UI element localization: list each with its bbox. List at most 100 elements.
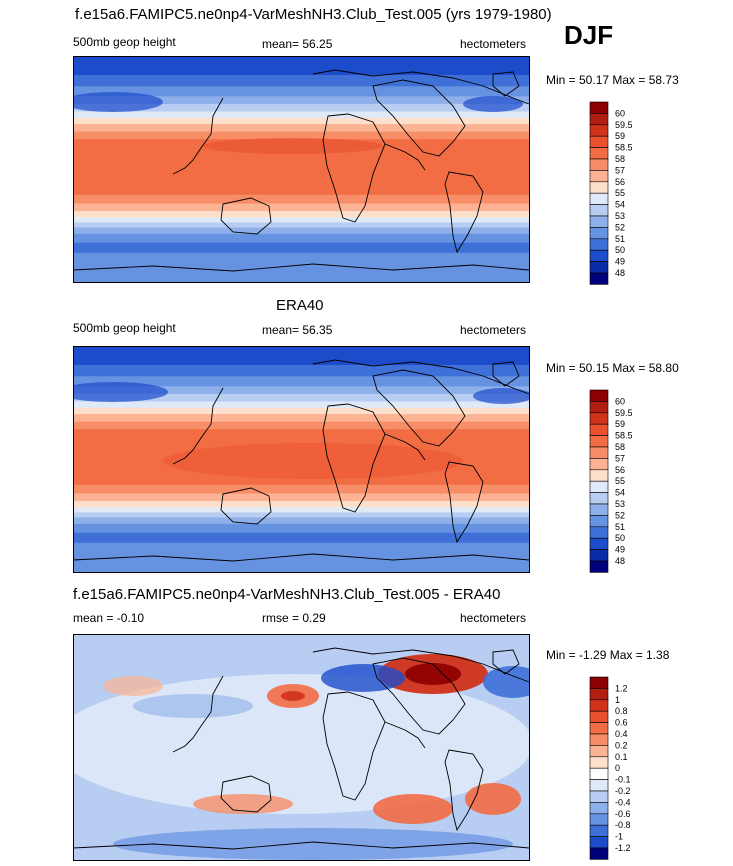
panel2-colorbar-label: 55	[615, 476, 625, 486]
panel1-colorbar-label: 49	[615, 257, 625, 267]
panel2-field-band	[73, 401, 530, 409]
panel2-colorbar-box	[589, 458, 609, 471]
panel3-coastline	[492, 649, 520, 675]
panel1-field-band	[73, 203, 530, 212]
panel2-field-band	[73, 346, 530, 366]
panel3-colorbar-label: 0	[615, 763, 620, 773]
panel3-colorbar-label: 0.4	[615, 729, 628, 739]
panel3-colorbar-label: -0.4	[615, 797, 631, 807]
panel2-colorbar-box	[589, 401, 609, 414]
panel3-field-anomaly	[133, 694, 253, 718]
panel1-colorbar-box	[589, 170, 609, 183]
panel1-field-band	[73, 222, 530, 229]
panel3-title: f.e15a6.FAMIPC5.ne0np4-VarMeshNH3.Club_T…	[73, 586, 501, 603]
panel3-map-frame	[73, 634, 530, 861]
panel3-colorbar-box	[589, 847, 609, 860]
panel1-field-band	[73, 131, 530, 140]
panel3-colorbar-box	[589, 756, 609, 769]
panel3-field-anomaly	[373, 794, 453, 824]
panel2-colorbar-label: 50	[615, 533, 625, 543]
panel3-field-anomaly	[193, 794, 293, 814]
panel2-colorbar-box	[589, 537, 609, 550]
panel3-colorbar-box	[589, 710, 609, 723]
panel1-units-label: hectometers	[460, 37, 527, 51]
panel2-colorbar-box	[589, 515, 609, 528]
panel1-colorbar-box	[589, 124, 609, 137]
panel3-colorbar-box	[589, 836, 609, 849]
panel3-coastline	[312, 647, 530, 683]
panel1-field-band	[73, 86, 530, 97]
panel2-colorbar-label: 58.5	[615, 431, 633, 441]
panel3-colorbar-box	[589, 767, 609, 780]
panel2-field-band	[73, 507, 530, 514]
panel1-coastline	[322, 113, 386, 223]
panel1-colorbar-label: 53	[615, 211, 625, 221]
panel1-colorbar-label: 56	[615, 177, 625, 187]
panel1-coastline	[73, 263, 530, 272]
panel1-colorbar-label: 48	[615, 268, 625, 278]
panel2-colorbar-box	[589, 503, 609, 516]
panel1-coastline	[444, 171, 484, 254]
panel2-colorbar-label: 51	[615, 522, 625, 532]
panel2-colorbar-label: 58	[615, 442, 625, 452]
panel2-colorbar-label: 59	[615, 419, 625, 429]
panel2-colorbar-box	[589, 560, 609, 573]
panel2-title: ERA40	[276, 297, 324, 314]
panel1-colorbar-box	[589, 147, 609, 160]
season-label: DJF	[564, 20, 614, 50]
panel1-left-label: 500mb geop height	[73, 35, 176, 49]
panel1-coastline	[172, 97, 224, 175]
panel3-field-anomaly	[113, 828, 513, 860]
panel1-field-band	[73, 194, 530, 205]
panel1-colorbar-label: 55	[615, 188, 625, 198]
panel2-field-anomaly	[163, 443, 463, 479]
panel2-colorbar-box	[589, 549, 609, 562]
panel3-colorbar-label: 0.1	[615, 752, 628, 762]
panel2-field-band	[73, 512, 530, 519]
panel1-field-band	[73, 117, 530, 125]
panel3-coastline	[172, 675, 224, 753]
panel3-colorbar-box	[589, 733, 609, 746]
panel3-colorbar-label: -0.6	[615, 809, 631, 819]
panel1-field-band	[73, 111, 530, 119]
panel3-colorbar: 1.2 10.8 0.60.40.2 0.10 -0.1-0.2-0.4 -0.6-0.8…	[589, 676, 631, 860]
panel2-colorbar-box	[589, 423, 609, 436]
panel3-colorbar-label: 0.6	[615, 718, 628, 728]
panel1-field-band	[73, 242, 530, 254]
panel2-field-band	[73, 421, 530, 430]
panel3-coastline	[444, 749, 484, 832]
panel1-coastline	[312, 69, 530, 105]
panel3-colorbar-label: -0.1	[615, 775, 631, 785]
panel2-colorbar-box	[589, 389, 609, 402]
panel3-field-anomaly	[281, 691, 305, 701]
panel2-colorbar-label: 49	[615, 545, 625, 555]
panel3-colorbar-box	[589, 802, 609, 815]
panel3-field-anomaly	[321, 664, 405, 692]
panel1-colorbar-box	[589, 204, 609, 217]
panel2-colorbar-box	[589, 412, 609, 425]
panel3-colorbar-label: 1.2	[615, 683, 628, 693]
panel3-coastline	[73, 841, 530, 850]
panel1-colorbar-box	[589, 249, 609, 262]
panel3-colorbar-label: -1.2	[615, 843, 631, 853]
panel3-colorbar-label: -0.2	[615, 786, 631, 796]
panel1-colorbar-label: 52	[615, 222, 625, 232]
panel3-colorbar-label: 1	[615, 695, 620, 705]
panel3-colorbar-label: -1	[615, 832, 623, 842]
panel2-mean-label: mean= 56.35	[262, 323, 333, 337]
panel2-coastline	[492, 361, 520, 387]
panel2-field-anomaly	[73, 382, 168, 402]
panel3-field-anomaly	[465, 783, 521, 815]
panel1-field-band	[73, 96, 530, 105]
panel1-colorbar-label: 60	[615, 108, 625, 118]
panel3-colorbar-label: 0.8	[615, 706, 628, 716]
panel3-colorbar-label: 0.2	[615, 740, 628, 750]
panel1-colorbar-label: 58	[615, 154, 625, 164]
panel2-units-label: hectometers	[460, 323, 527, 337]
figure-title: f.e15a6.FAMIPC5.ne0np4-VarMeshNH3.Club_T…	[75, 6, 552, 23]
panel1-colorbar-label: 58.5	[615, 143, 633, 153]
panel2-field-band	[73, 523, 530, 534]
panel2-colorbar-label: 59.5	[615, 408, 633, 418]
panel2-colorbar-label: 52	[615, 510, 625, 520]
